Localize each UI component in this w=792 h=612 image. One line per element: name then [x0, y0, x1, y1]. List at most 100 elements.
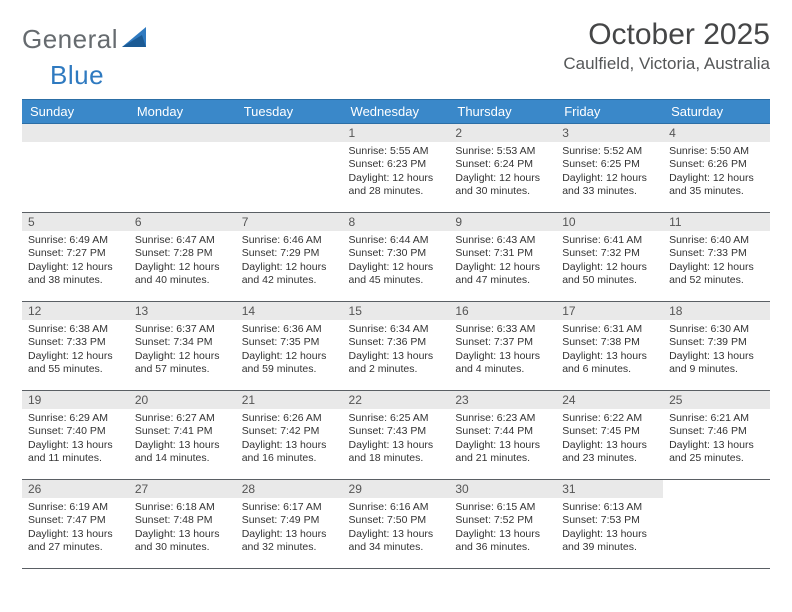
daylight-line-2: and 18 minutes. [349, 452, 444, 465]
sunrise-line: Sunrise: 6:30 AM [669, 323, 764, 336]
day-number: 5 [22, 213, 129, 231]
calendar-day-cell: 9Sunrise: 6:43 AMSunset: 7:31 PMDaylight… [449, 213, 556, 302]
daylight-line-2: and 21 minutes. [455, 452, 550, 465]
day-number: 17 [556, 302, 663, 320]
day-details: Sunrise: 6:41 AMSunset: 7:32 PMDaylight:… [556, 231, 663, 292]
daylight-line-1: Daylight: 13 hours [28, 528, 123, 541]
day-details: Sunrise: 5:52 AMSunset: 6:25 PMDaylight:… [556, 142, 663, 203]
day-details: Sunrise: 6:18 AMSunset: 7:48 PMDaylight:… [129, 498, 236, 559]
daylight-line-1: Daylight: 13 hours [135, 439, 230, 452]
daylight-line-2: and 4 minutes. [455, 363, 550, 376]
day-number: 11 [663, 213, 770, 231]
calendar-week-row: 12Sunrise: 6:38 AMSunset: 7:33 PMDayligh… [22, 302, 770, 391]
calendar-day-cell: 24Sunrise: 6:22 AMSunset: 7:45 PMDayligh… [556, 391, 663, 480]
calendar-body: 1Sunrise: 5:55 AMSunset: 6:23 PMDaylight… [22, 124, 770, 569]
daylight-line-1: Daylight: 13 hours [455, 439, 550, 452]
daylight-line-2: and 36 minutes. [455, 541, 550, 554]
calendar-day-cell: 25Sunrise: 6:21 AMSunset: 7:46 PMDayligh… [663, 391, 770, 480]
daylight-line-1: Daylight: 12 hours [455, 172, 550, 185]
day-number: 31 [556, 480, 663, 498]
brand-word2: Blue [50, 60, 104, 91]
sunset-line: Sunset: 7:39 PM [669, 336, 764, 349]
day-details: Sunrise: 6:44 AMSunset: 7:30 PMDaylight:… [343, 231, 450, 292]
daylight-line-2: and 33 minutes. [562, 185, 657, 198]
day-details: Sunrise: 6:33 AMSunset: 7:37 PMDaylight:… [449, 320, 556, 381]
day-number: 23 [449, 391, 556, 409]
daylight-line-2: and 30 minutes. [135, 541, 230, 554]
daylight-line-2: and 55 minutes. [28, 363, 123, 376]
sunset-line: Sunset: 7:43 PM [349, 425, 444, 438]
calendar-day-cell [236, 124, 343, 213]
sunset-line: Sunset: 7:41 PM [135, 425, 230, 438]
day-details: Sunrise: 6:29 AMSunset: 7:40 PMDaylight:… [22, 409, 129, 470]
sunrise-line: Sunrise: 6:31 AM [562, 323, 657, 336]
sunset-line: Sunset: 7:37 PM [455, 336, 550, 349]
sunset-line: Sunset: 7:53 PM [562, 514, 657, 527]
daylight-line-1: Daylight: 12 hours [242, 261, 337, 274]
daylight-line-2: and 59 minutes. [242, 363, 337, 376]
day-details: Sunrise: 6:30 AMSunset: 7:39 PMDaylight:… [663, 320, 770, 381]
daylight-line-1: Daylight: 12 hours [242, 350, 337, 363]
sunset-line: Sunset: 7:28 PM [135, 247, 230, 260]
sunset-line: Sunset: 7:47 PM [28, 514, 123, 527]
daylight-line-2: and 40 minutes. [135, 274, 230, 287]
sunset-line: Sunset: 7:32 PM [562, 247, 657, 260]
day-details: Sunrise: 6:26 AMSunset: 7:42 PMDaylight:… [236, 409, 343, 470]
sunset-line: Sunset: 7:48 PM [135, 514, 230, 527]
daylight-line-1: Daylight: 13 hours [242, 528, 337, 541]
calendar-day-cell: 31Sunrise: 6:13 AMSunset: 7:53 PMDayligh… [556, 480, 663, 569]
calendar-day-cell: 4Sunrise: 5:50 AMSunset: 6:26 PMDaylight… [663, 124, 770, 213]
daylight-line-1: Daylight: 12 hours [135, 350, 230, 363]
sunset-line: Sunset: 7:31 PM [455, 247, 550, 260]
day-number: 27 [129, 480, 236, 498]
day-number: 14 [236, 302, 343, 320]
calendar-day-cell [663, 480, 770, 569]
calendar-week-row: 19Sunrise: 6:29 AMSunset: 7:40 PMDayligh… [22, 391, 770, 480]
day-details: Sunrise: 6:19 AMSunset: 7:47 PMDaylight:… [22, 498, 129, 559]
daylight-line-1: Daylight: 13 hours [562, 439, 657, 452]
day-number: 4 [663, 124, 770, 142]
calendar-page: General October 2025 Caulfield, Victoria… [0, 0, 792, 612]
daylight-line-1: Daylight: 12 hours [28, 261, 123, 274]
sunset-line: Sunset: 7:52 PM [455, 514, 550, 527]
day-number: 12 [22, 302, 129, 320]
daylight-line-1: Daylight: 12 hours [349, 261, 444, 274]
location-text: Caulfield, Victoria, Australia [563, 54, 770, 74]
calendar-day-cell: 10Sunrise: 6:41 AMSunset: 7:32 PMDayligh… [556, 213, 663, 302]
sunset-line: Sunset: 7:44 PM [455, 425, 550, 438]
day-details: Sunrise: 5:53 AMSunset: 6:24 PMDaylight:… [449, 142, 556, 203]
daylight-line-1: Daylight: 13 hours [349, 350, 444, 363]
calendar-day-cell: 11Sunrise: 6:40 AMSunset: 7:33 PMDayligh… [663, 213, 770, 302]
daylight-line-1: Daylight: 13 hours [242, 439, 337, 452]
calendar-day-cell: 27Sunrise: 6:18 AMSunset: 7:48 PMDayligh… [129, 480, 236, 569]
daylight-line-2: and 38 minutes. [28, 274, 123, 287]
day-details: Sunrise: 6:13 AMSunset: 7:53 PMDaylight:… [556, 498, 663, 559]
calendar-table: Sunday Monday Tuesday Wednesday Thursday… [22, 99, 770, 569]
day-details: Sunrise: 5:55 AMSunset: 6:23 PMDaylight:… [343, 142, 450, 203]
day-details: Sunrise: 6:22 AMSunset: 7:45 PMDaylight:… [556, 409, 663, 470]
day-number: 10 [556, 213, 663, 231]
calendar-week-row: 5Sunrise: 6:49 AMSunset: 7:27 PMDaylight… [22, 213, 770, 302]
calendar-week-row: 26Sunrise: 6:19 AMSunset: 7:47 PMDayligh… [22, 480, 770, 569]
sunset-line: Sunset: 7:27 PM [28, 247, 123, 260]
day-number: 3 [556, 124, 663, 142]
sunrise-line: Sunrise: 5:50 AM [669, 145, 764, 158]
sunset-line: Sunset: 7:35 PM [242, 336, 337, 349]
daylight-line-2: and 42 minutes. [242, 274, 337, 287]
day-details: Sunrise: 6:49 AMSunset: 7:27 PMDaylight:… [22, 231, 129, 292]
sunrise-line: Sunrise: 6:22 AM [562, 412, 657, 425]
day-number: 8 [343, 213, 450, 231]
daylight-line-2: and 11 minutes. [28, 452, 123, 465]
daylight-line-2: and 35 minutes. [669, 185, 764, 198]
sunset-line: Sunset: 7:29 PM [242, 247, 337, 260]
sunrise-line: Sunrise: 6:26 AM [242, 412, 337, 425]
calendar-day-cell: 29Sunrise: 6:16 AMSunset: 7:50 PMDayligh… [343, 480, 450, 569]
daylight-line-2: and 52 minutes. [669, 274, 764, 287]
sunrise-line: Sunrise: 5:55 AM [349, 145, 444, 158]
calendar-day-cell: 23Sunrise: 6:23 AMSunset: 7:44 PMDayligh… [449, 391, 556, 480]
day-number: 26 [22, 480, 129, 498]
brand-word1: General [22, 24, 118, 55]
day-number: 16 [449, 302, 556, 320]
calendar-day-cell: 30Sunrise: 6:15 AMSunset: 7:52 PMDayligh… [449, 480, 556, 569]
sunset-line: Sunset: 6:23 PM [349, 158, 444, 171]
